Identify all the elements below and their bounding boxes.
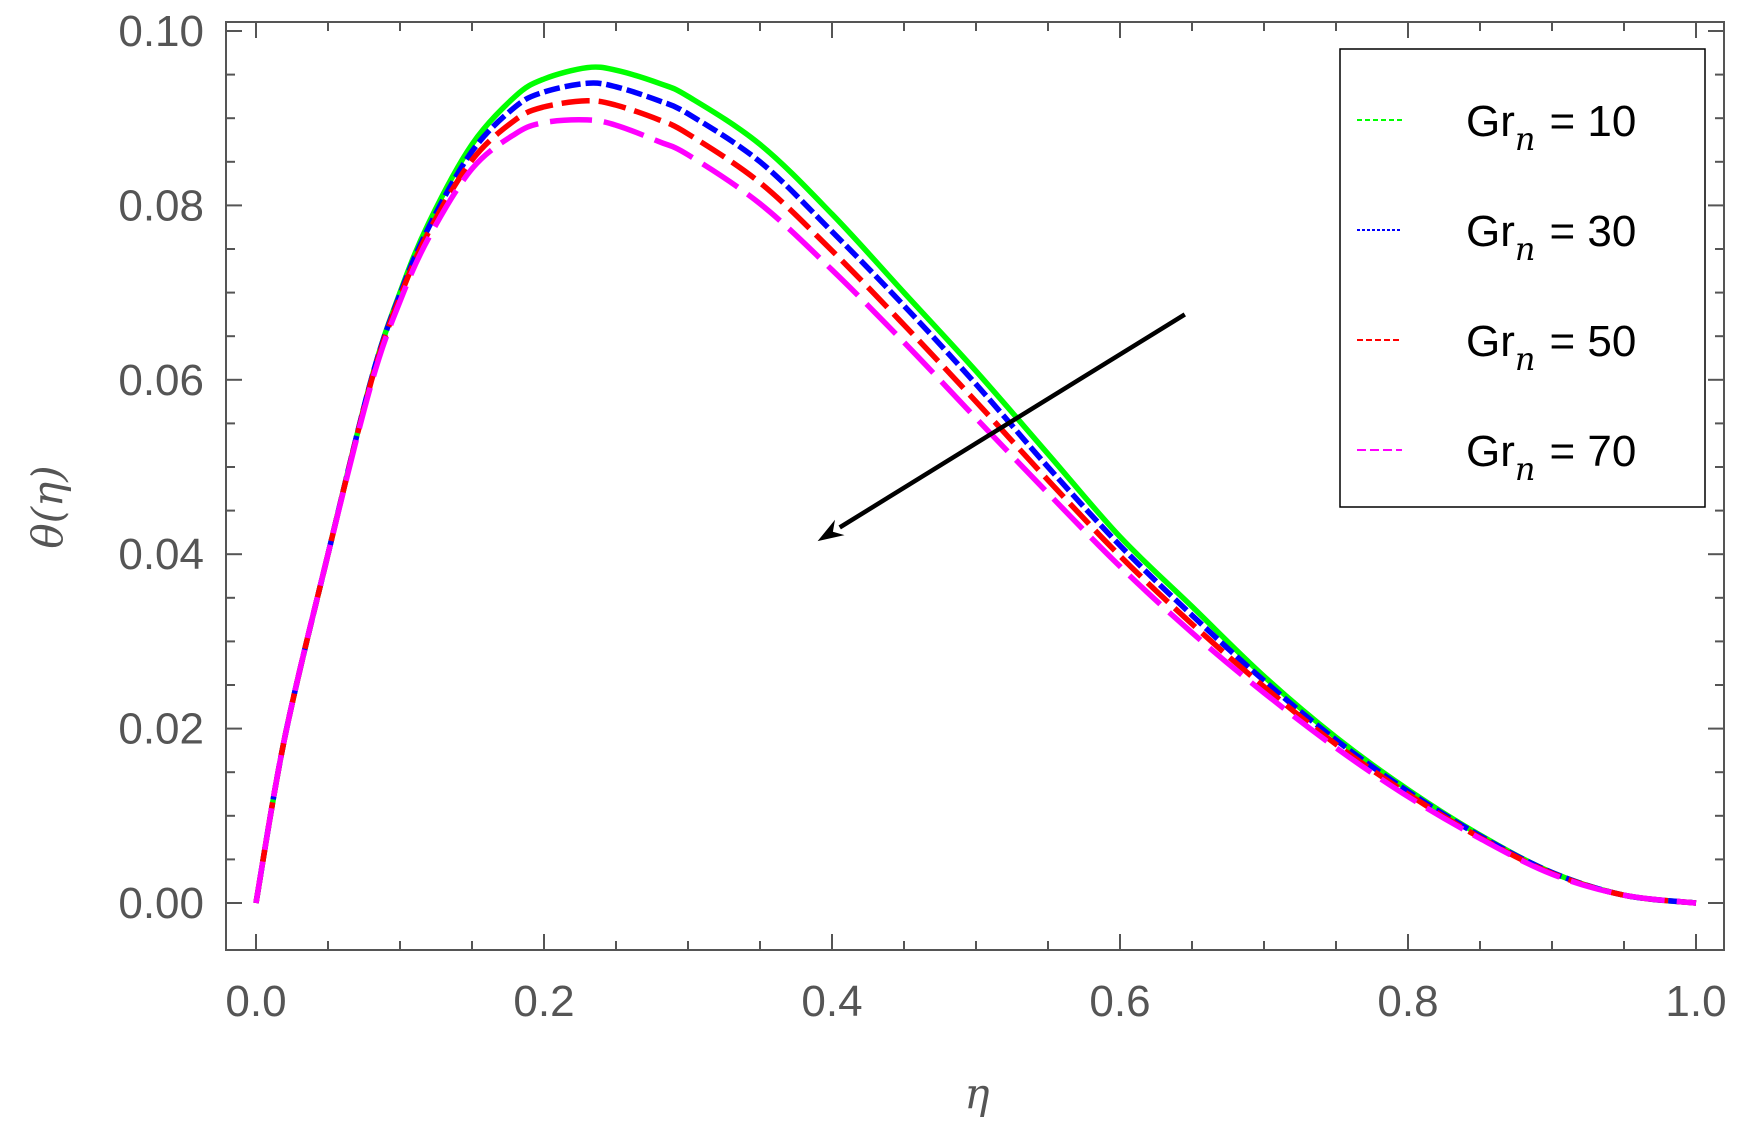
y-tick-label: 0.00 [118,879,204,928]
x-tick-label: 0.4 [801,977,862,1026]
y-tick-label: 0.02 [118,705,204,754]
x-tick-label: 0.8 [1377,977,1438,1026]
x-tick-label: 0.6 [1089,977,1150,1026]
legend-entry-value: = 50 [1550,317,1637,366]
y-axis-tick-labels: 0.00 0.02 0.04 0.06 0.08 0.10 [118,7,204,928]
legend-entry: Grn = 10 [1466,97,1636,158]
annotations [817,312,1186,542]
legend-entry: Grn = 30 [1466,207,1636,268]
axis-ticks [226,22,1724,950]
y-tick-label: 0.04 [118,530,204,579]
trend-arrow-shaft [838,312,1186,530]
series-line-gr-70 [253,117,1697,906]
x-tick-label: 1.0 [1665,977,1726,1026]
trend-arrow-head [817,519,845,542]
y-tick-label: 0.10 [118,7,204,56]
legend-entry: Grn = 70 [1466,427,1636,488]
x-axis-title: η [964,1069,989,1118]
legend-entry-base: Gr [1466,427,1515,476]
legend-entry-base: Gr [1466,317,1515,366]
x-tick-label: 0.2 [513,977,574,1026]
series-lines [253,64,1697,906]
legend-entry-subscript: n [1515,450,1536,488]
series-line-gr-10 [253,64,1697,906]
legend-box [1339,48,1706,508]
legend-entry-subscript: n [1515,230,1536,268]
legend-entry-value: = 70 [1550,427,1637,476]
legend-entry-value: = 30 [1550,207,1637,256]
legend-entry-base: Gr [1466,207,1515,256]
legend-entry-subscript: n [1515,120,1536,158]
legend-entry-base: Gr [1466,97,1515,146]
y-axis-title: θ(η) [23,465,72,548]
y-tick-label: 0.06 [118,356,204,405]
y-tick-label: 0.08 [118,181,204,230]
legend-entry-subscript: n [1515,340,1536,378]
x-axis-tick-labels: 0.0 0.2 0.4 0.6 0.8 1.0 [225,977,1726,1026]
legend-entry: Grn = 50 [1466,317,1636,378]
x-tick-label: 0.0 [225,977,286,1026]
legend-entry-value: = 10 [1550,97,1637,146]
